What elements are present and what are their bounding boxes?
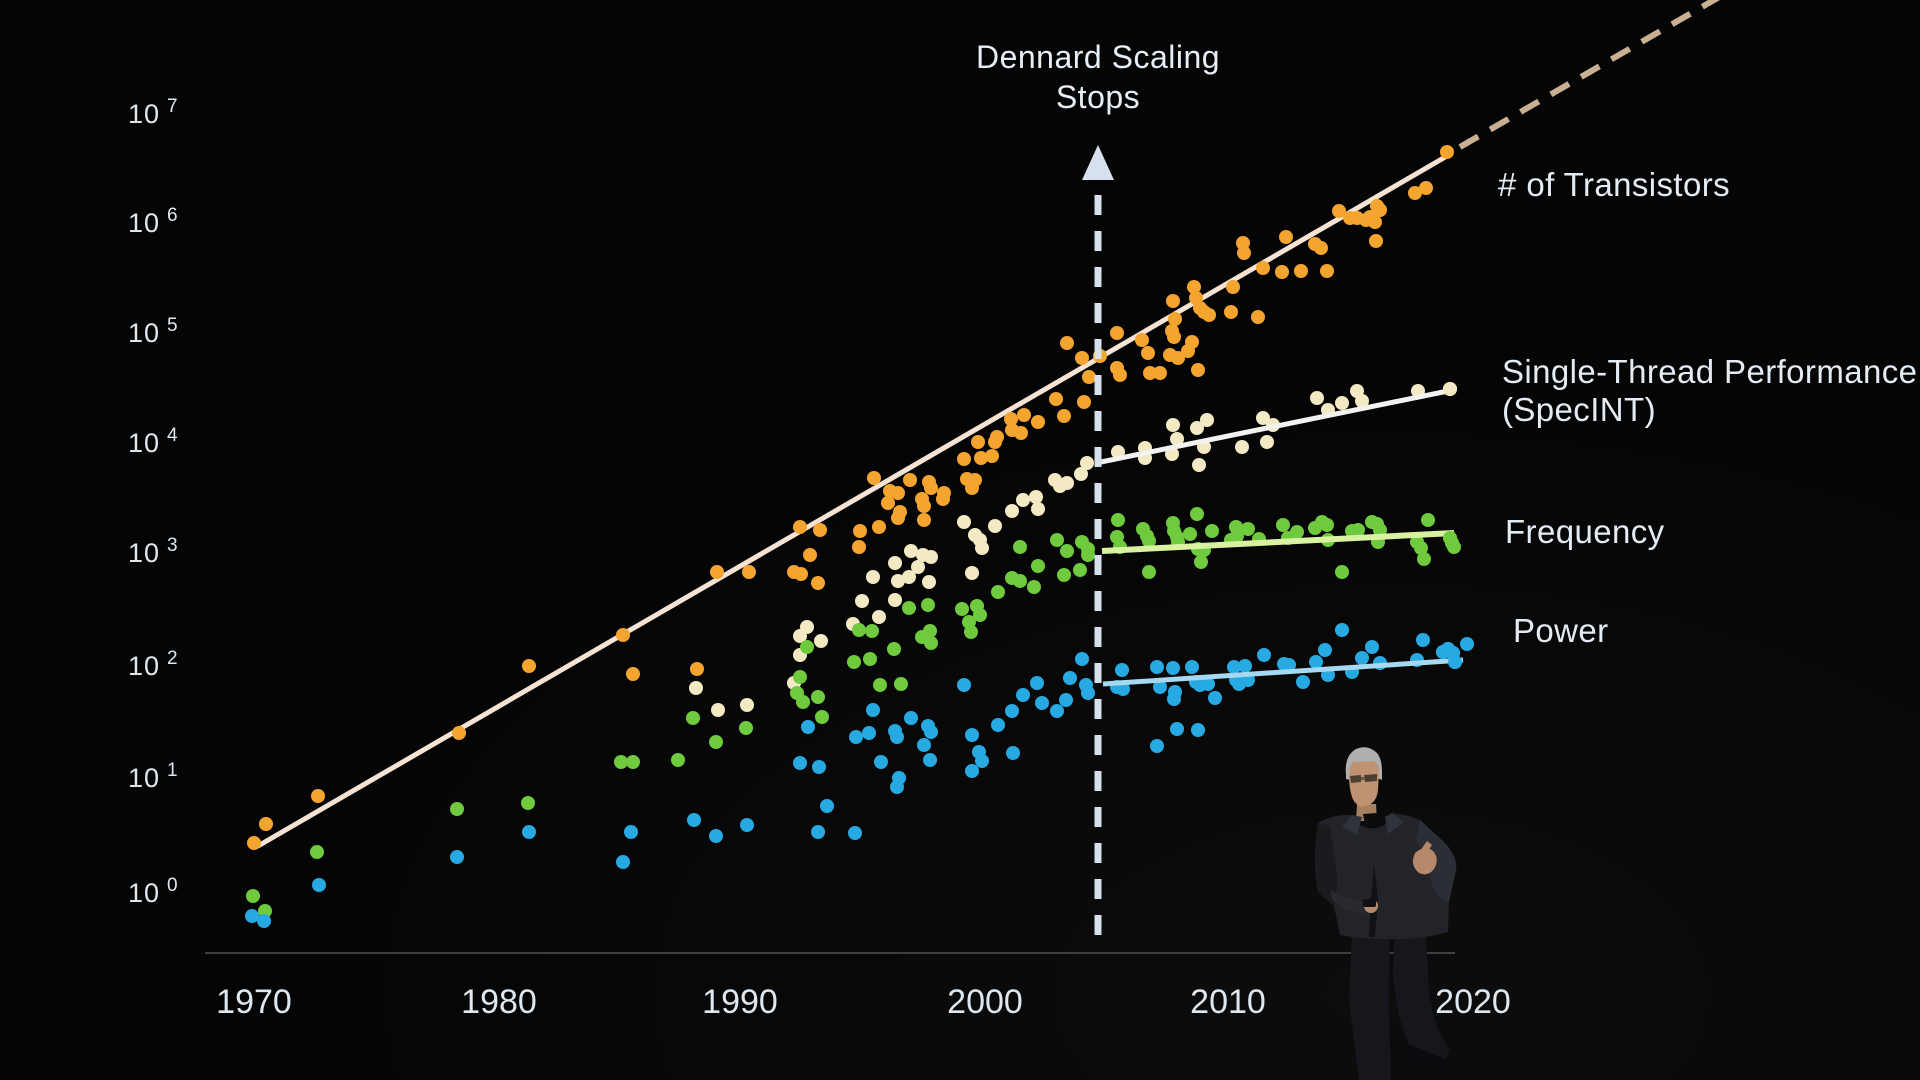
svg-text:Frequency: Frequency bbox=[1505, 513, 1665, 550]
svg-text:# of Transistors: # of Transistors bbox=[1498, 166, 1730, 203]
svg-text:2020: 2020 bbox=[1435, 983, 1511, 1021]
svg-text:(SpecINT): (SpecINT) bbox=[1502, 391, 1656, 428]
svg-text:1970: 1970 bbox=[216, 983, 292, 1021]
svg-text:2000: 2000 bbox=[947, 983, 1023, 1021]
svg-text:Dennard Scaling: Dennard Scaling bbox=[976, 39, 1220, 75]
svg-text:Single-Thread Performance: Single-Thread Performance bbox=[1502, 353, 1917, 390]
svg-text:Stops: Stops bbox=[1056, 79, 1140, 115]
svg-text:2010: 2010 bbox=[1190, 983, 1266, 1021]
svg-text:Power: Power bbox=[1513, 612, 1609, 649]
svg-text:1980: 1980 bbox=[461, 983, 537, 1021]
svg-text:1990: 1990 bbox=[702, 983, 778, 1021]
